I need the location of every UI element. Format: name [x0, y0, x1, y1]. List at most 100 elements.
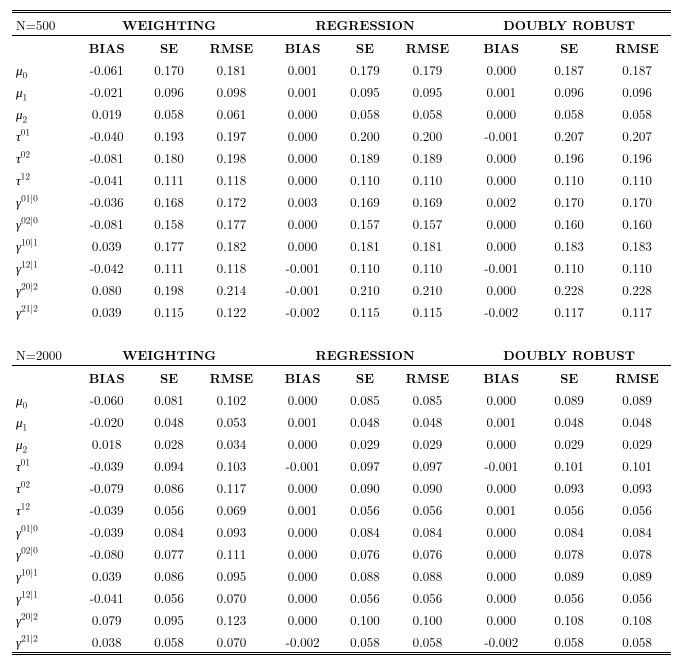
value-cell: 0.001 — [271, 498, 333, 520]
value-cell: 0.084 — [603, 520, 671, 542]
separator — [459, 80, 468, 102]
value-cell: 0.157 — [396, 212, 458, 234]
separator — [263, 476, 272, 498]
value-cell: 0.056 — [396, 586, 458, 608]
value-cell: 0.177 — [138, 234, 200, 256]
value-cell: 0.000 — [467, 278, 535, 300]
separator — [459, 542, 468, 564]
value-cell: 0.193 — [138, 124, 200, 146]
separator — [263, 168, 272, 190]
value-cell: -0.001 — [467, 124, 535, 146]
value-cell: 0.200 — [334, 124, 396, 146]
separator — [459, 498, 468, 520]
param-label: γ12|1 — [12, 256, 75, 278]
separator — [263, 586, 272, 608]
value-cell: 0.029 — [603, 432, 671, 454]
value-cell: 0.076 — [334, 542, 396, 564]
value-cell: 0.056 — [603, 498, 671, 520]
value-cell: 0.095 — [200, 564, 262, 586]
value-cell: 0.160 — [603, 212, 671, 234]
value-cell: 0.158 — [138, 212, 200, 234]
param-label: γ01|0 — [12, 190, 75, 212]
value-cell: 0.000 — [467, 212, 535, 234]
value-cell: 0.056 — [138, 498, 200, 520]
value-cell: -0.060 — [75, 388, 137, 410]
value-cell: 0.000 — [271, 476, 333, 498]
value-cell: -0.036 — [75, 190, 137, 212]
value-cell: 0.108 — [603, 608, 671, 630]
value-cell: 0.228 — [603, 278, 671, 300]
column-header: SE — [138, 366, 200, 389]
value-cell: 0.198 — [138, 278, 200, 300]
separator — [263, 278, 272, 300]
separator — [263, 630, 272, 654]
value-cell: 0.058 — [396, 630, 458, 654]
value-cell: 0.058 — [334, 630, 396, 654]
value-cell: 0.170 — [138, 58, 200, 80]
value-cell: 0.196 — [603, 146, 671, 168]
value-cell: 0.029 — [334, 432, 396, 454]
column-header: RMSE — [603, 36, 671, 59]
value-cell: 0.061 — [200, 102, 262, 124]
value-cell: 0.169 — [334, 190, 396, 212]
value-cell: 0.118 — [200, 256, 262, 278]
value-cell: 0.029 — [396, 432, 458, 454]
value-cell: 0.056 — [535, 586, 603, 608]
separator — [459, 168, 468, 190]
value-cell: 0.000 — [467, 102, 535, 124]
value-cell: 0.110 — [396, 256, 458, 278]
separator — [263, 564, 272, 586]
value-cell: 0.000 — [271, 542, 333, 564]
value-cell: 0.088 — [334, 564, 396, 586]
value-cell: -0.021 — [75, 80, 137, 102]
value-cell: 0.019 — [75, 102, 137, 124]
param-label: τ02 — [12, 476, 75, 498]
separator — [263, 498, 272, 520]
value-cell: 0.100 — [396, 608, 458, 630]
separator — [459, 58, 468, 80]
param-label: τ12 — [12, 498, 75, 520]
separator — [263, 300, 272, 322]
value-cell: 0.081 — [138, 388, 200, 410]
value-cell: 0.111 — [200, 542, 262, 564]
param-label: γ10|1 — [12, 564, 75, 586]
column-header: RMSE — [200, 36, 262, 59]
separator — [459, 586, 468, 608]
value-cell: 0.089 — [603, 564, 671, 586]
value-cell: 0.115 — [396, 300, 458, 322]
param-label: τ02 — [12, 146, 75, 168]
value-cell: 0.089 — [535, 564, 603, 586]
value-cell: 0.048 — [603, 410, 671, 432]
separator — [263, 366, 272, 389]
value-cell: 0.110 — [334, 168, 396, 190]
value-cell: 0.056 — [334, 586, 396, 608]
value-cell: 0.058 — [396, 102, 458, 124]
param-label: μ2 — [12, 432, 75, 454]
column-header: BIAS — [271, 36, 333, 59]
value-cell: 0.000 — [467, 146, 535, 168]
value-cell: 0.187 — [535, 58, 603, 80]
param-label: τ01 — [12, 454, 75, 476]
value-cell: 0.058 — [535, 102, 603, 124]
value-cell: 0.029 — [535, 432, 603, 454]
value-cell: -0.042 — [75, 256, 137, 278]
column-header: RMSE — [603, 366, 671, 389]
value-cell: 0.058 — [603, 630, 671, 654]
value-cell: 0.097 — [334, 454, 396, 476]
value-cell: 0.000 — [467, 388, 535, 410]
separator — [459, 12, 468, 36]
value-cell: 0.117 — [603, 300, 671, 322]
value-cell: 0.122 — [200, 300, 262, 322]
value-cell: 0.180 — [138, 146, 200, 168]
column-header: SE — [334, 366, 396, 389]
value-cell: -0.041 — [75, 168, 137, 190]
value-cell: 0.000 — [467, 234, 535, 256]
separator — [459, 124, 468, 146]
value-cell: 0.189 — [396, 146, 458, 168]
value-cell: 0.089 — [535, 388, 603, 410]
value-cell: 0.080 — [75, 278, 137, 300]
separator — [459, 630, 468, 654]
value-cell: -0.002 — [271, 300, 333, 322]
value-cell: 0.000 — [271, 124, 333, 146]
value-cell: 0.058 — [138, 630, 200, 654]
